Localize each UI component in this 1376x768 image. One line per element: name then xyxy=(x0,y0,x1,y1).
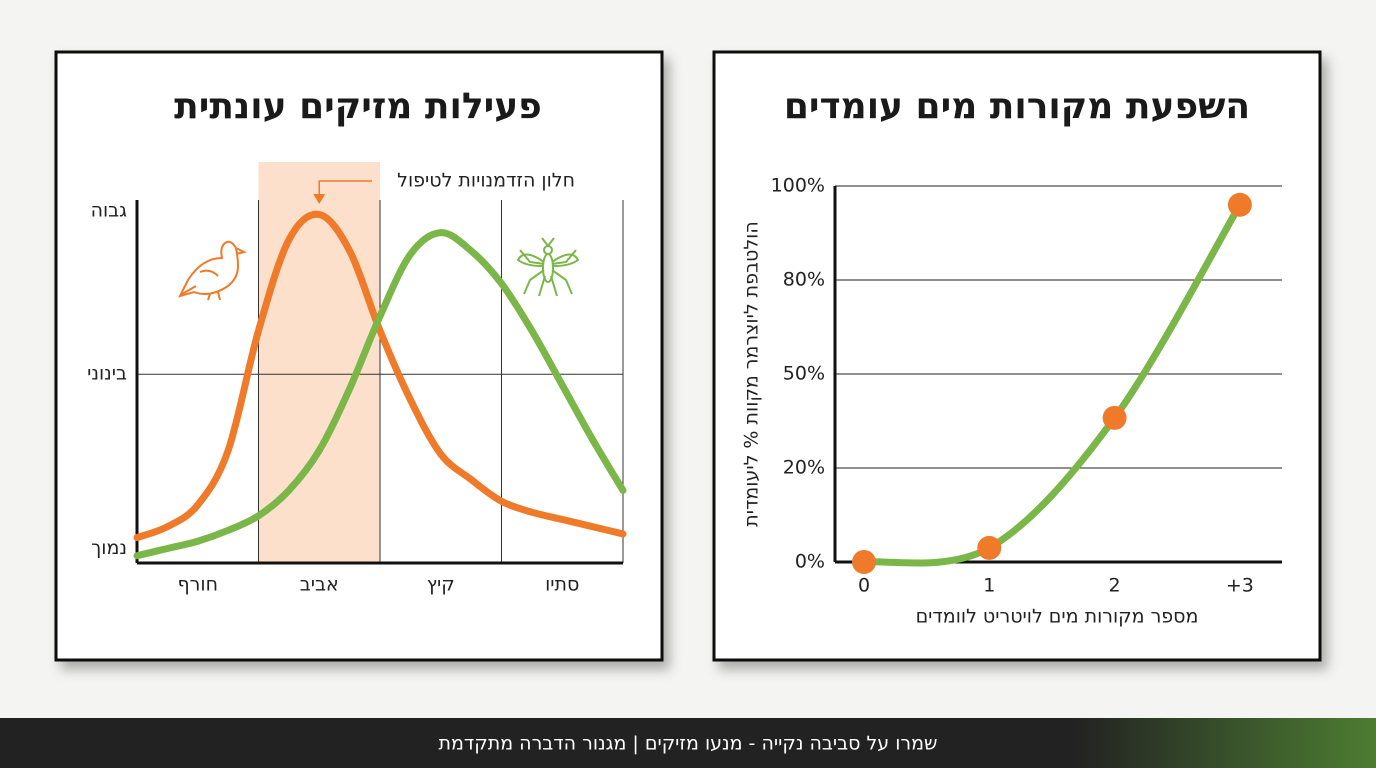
arrow-head xyxy=(313,194,326,204)
y-axis-title: הולטבפת ליוצרמר מקוות % ליעומדית xyxy=(741,221,763,526)
y-tick-label: 50% xyxy=(783,363,825,385)
data-point xyxy=(1102,405,1127,430)
line-series xyxy=(860,201,1244,567)
x-tick-label: סתיו xyxy=(545,574,579,596)
x-tick-label: חורף xyxy=(178,574,218,596)
chart-seasonal: פעילות מזיקים עונתית חורף אביב קיץ סתיו נמוך ב… xyxy=(87,86,627,596)
line-series xyxy=(133,229,627,560)
y-tick-label: 0% xyxy=(795,551,825,573)
chart-water: השפעת מקורות מים עומדים 0% 20% 50% 80% 100% מס… xyxy=(741,86,1282,628)
y-tick-label: 100% xyxy=(771,175,825,197)
x-axis-title: מספר מקורות מים לויטריט לוומדים xyxy=(916,606,1199,628)
data-point xyxy=(977,535,1002,560)
chart-title: השפעת מקורות מים עומדים xyxy=(784,86,1250,127)
x-tick-label: 0 xyxy=(858,575,870,597)
y-tick-label: בינוני xyxy=(87,363,127,385)
x-tick-label: 2 xyxy=(1109,575,1121,597)
footer-bar xyxy=(0,718,1376,768)
y-tick-label: נמוך xyxy=(91,537,127,559)
panel xyxy=(712,50,1322,662)
x-tick-label: קיץ xyxy=(427,574,455,596)
footer-text: שמרו על סביבה נקייה - מנעו מזיקים | מגנו… xyxy=(438,733,937,755)
y-tick-label: גבוה xyxy=(91,199,128,221)
x-tick-label: 1 xyxy=(983,575,995,597)
data-point xyxy=(852,550,876,574)
mosquito-icon xyxy=(516,237,580,297)
pigeon-icon xyxy=(178,240,247,301)
line-series xyxy=(133,210,627,542)
chart-title: פעילות מזיקים עונתית xyxy=(174,86,542,127)
x-tick-label: +3 xyxy=(1226,575,1254,597)
data-point xyxy=(1227,192,1252,217)
y-tick-label: 20% xyxy=(783,457,825,479)
annotation: חלון הזדמנויות לטיפול xyxy=(397,170,575,192)
y-tick-label: 80% xyxy=(783,269,825,291)
x-tick-label: אביב xyxy=(300,574,339,596)
